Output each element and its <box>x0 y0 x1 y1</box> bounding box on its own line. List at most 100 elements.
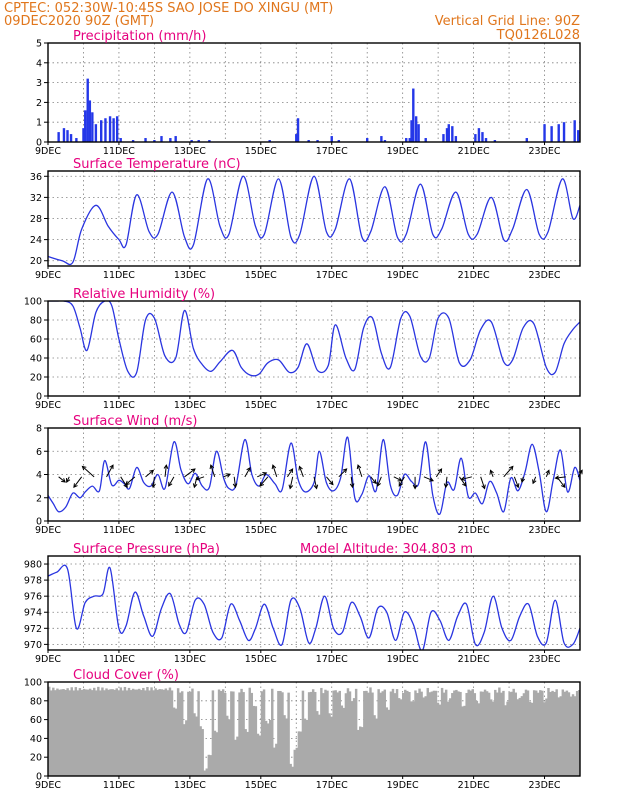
precipitation-ytick-label: 0 <box>36 138 42 149</box>
cloud-bar <box>164 688 168 776</box>
wind-arrowhead <box>520 478 526 484</box>
cloud-bar <box>354 688 358 776</box>
cloud-bar <box>127 687 131 776</box>
cloud-bar <box>232 691 235 776</box>
wind-arrowhead <box>226 473 232 478</box>
cloud-bar <box>64 689 67 776</box>
cloud-bar <box>483 689 487 776</box>
precip-bar <box>447 124 450 142</box>
wind-vector <box>289 476 294 489</box>
cloud-bar <box>563 691 567 776</box>
wind-arrowhead <box>532 479 537 485</box>
humidity-frame <box>47 300 581 397</box>
cloud-bar <box>387 709 391 776</box>
precip-bar <box>417 124 420 142</box>
precip-bar <box>337 140 341 142</box>
cloud-bar <box>138 688 141 776</box>
wind-vector <box>82 466 95 478</box>
wind-vector <box>223 473 231 478</box>
wind-series-line <box>48 436 580 515</box>
precip-bar <box>410 120 413 142</box>
pressure-ytick-label: 970 <box>24 640 42 651</box>
cloud-bar <box>559 696 562 776</box>
cloud-bar <box>109 689 112 776</box>
cloud-bar <box>152 690 155 776</box>
cloud-bar <box>555 689 558 776</box>
cloud-bar <box>356 729 360 776</box>
wind-vector <box>393 476 402 482</box>
cloud-bar <box>481 691 485 776</box>
cloud-bar <box>391 688 395 776</box>
wind-vector <box>513 476 519 488</box>
cloud-bar <box>322 693 325 776</box>
cloud-bar <box>256 733 260 776</box>
cloud-ytick-label: 20 <box>30 753 42 764</box>
cloud-bar <box>309 691 313 776</box>
cloud-bar <box>385 707 389 776</box>
pressure-xtick-label: 23DEC <box>529 654 561 665</box>
cloud-bar <box>342 707 346 776</box>
pressure-xtick-label: 19DEC <box>387 654 419 665</box>
cloud-bar <box>463 705 466 776</box>
cloud-bar <box>111 689 114 776</box>
cloud-bar <box>193 713 196 776</box>
cloud-bar <box>352 698 356 776</box>
precip-bar <box>454 136 458 142</box>
cloud-bar <box>500 692 503 776</box>
cloud-ytick-label: 0 <box>36 772 42 783</box>
cloud-bar <box>113 689 116 776</box>
cloud-bar <box>502 690 505 776</box>
cloud-bar <box>379 692 382 776</box>
pressure-xtick-label: 13DEC <box>174 654 206 665</box>
cloud-bar <box>508 692 511 776</box>
cloud-xtick-label: 21DEC <box>458 780 490 791</box>
precipitation-xtick-label: 19DEC <box>387 146 419 157</box>
cloud-bar <box>293 749 296 776</box>
precipitation-title: Precipitation (mm/h) <box>73 29 206 44</box>
cloud-bar <box>84 689 88 776</box>
wind-vector <box>370 476 377 484</box>
cloud-bar <box>213 730 217 776</box>
wind-vector <box>490 470 494 478</box>
cloud-bar <box>539 690 542 776</box>
wind-arrowhead <box>508 465 514 471</box>
precip-bar <box>208 140 211 142</box>
cloud-bar <box>70 687 73 776</box>
cloud-bar <box>361 727 364 776</box>
humidity-xtick-label: 23DEC <box>529 400 561 411</box>
cloud-bar <box>469 690 472 776</box>
wind-arrowhead <box>125 480 130 486</box>
pressure-series-line <box>48 564 580 650</box>
cloud-bar <box>144 690 147 776</box>
cloud-bar <box>195 716 198 776</box>
cloud-bar <box>283 715 286 776</box>
wind-vector <box>338 468 347 478</box>
cloud-bar <box>234 739 237 776</box>
precip-bar <box>160 136 163 142</box>
cloud-bar <box>93 687 96 776</box>
cloud-bar <box>473 693 477 776</box>
cloud-bar <box>97 686 100 776</box>
cloud-bar <box>223 692 227 776</box>
cloud-bar <box>166 690 170 776</box>
humidity-series-line <box>48 301 580 378</box>
cloud-bar <box>393 693 397 776</box>
wind-vector <box>164 465 167 477</box>
header-location: CPTEC: 052:30W-10:45S SAO JOSE DO XINGU … <box>4 1 333 16</box>
cloud-bar <box>101 687 104 776</box>
precip-bar <box>380 136 383 142</box>
cloud-bar <box>62 689 65 776</box>
wind-arrowhead <box>376 481 381 487</box>
cloud-bar <box>154 688 157 776</box>
cloud-bar <box>125 690 129 776</box>
cloud-bar <box>252 705 256 776</box>
cloud-bar <box>365 690 368 776</box>
wind-vector <box>480 476 486 489</box>
cloud-bar <box>537 692 540 776</box>
wind-arrowhead <box>349 483 355 489</box>
cloud-bar <box>115 688 118 776</box>
wind-arrowhead <box>329 480 334 486</box>
cloud-xtick-label: 17DEC <box>316 780 348 791</box>
precipitation-ytick-label: 2 <box>36 98 42 109</box>
